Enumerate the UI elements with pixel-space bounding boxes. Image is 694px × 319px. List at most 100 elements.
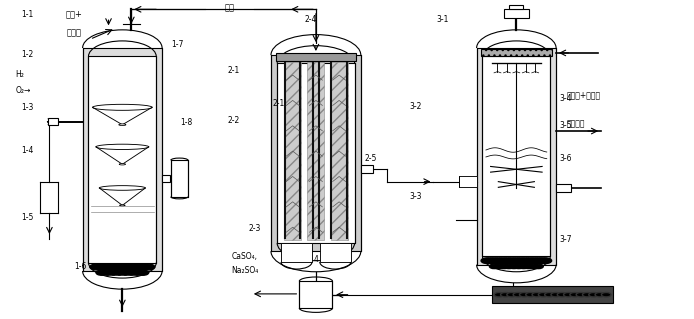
Text: 3-6: 3-6	[560, 154, 573, 163]
Circle shape	[551, 293, 561, 297]
Bar	[459, 176, 477, 187]
Text: 1-8: 1-8	[180, 118, 192, 127]
Circle shape	[101, 264, 113, 270]
Text: 1-6: 1-6	[75, 262, 87, 271]
Bar	[492, 286, 613, 303]
Circle shape	[595, 293, 604, 297]
Circle shape	[503, 258, 516, 263]
Bar	[361, 165, 373, 173]
Text: 1-5: 1-5	[22, 212, 34, 222]
Ellipse shape	[99, 186, 145, 190]
Bar	[277, 63, 355, 243]
Circle shape	[111, 264, 124, 270]
Text: 1-4: 1-4	[22, 146, 34, 155]
Circle shape	[102, 270, 113, 275]
Circle shape	[108, 270, 119, 275]
Text: 弱碱液+助晶剂: 弱碱液+助晶剂	[567, 91, 601, 100]
Bar	[330, 63, 348, 240]
Text: 3-7: 3-7	[560, 235, 573, 244]
Bar	[171, 160, 188, 197]
Circle shape	[534, 258, 547, 263]
Circle shape	[517, 258, 530, 263]
Circle shape	[500, 293, 510, 297]
Text: 2-1: 2-1	[228, 65, 240, 75]
Text: 2-3: 2-3	[248, 224, 261, 233]
Bar	[299, 281, 332, 308]
Bar	[307, 63, 324, 240]
Text: 2-1: 2-1	[273, 99, 285, 108]
Circle shape	[564, 293, 573, 297]
Text: 3-5: 3-5	[560, 121, 573, 130]
Circle shape	[490, 258, 502, 263]
Circle shape	[499, 264, 509, 269]
Bar	[477, 48, 556, 265]
Circle shape	[116, 264, 128, 270]
Text: 2-5: 2-5	[364, 154, 377, 163]
Circle shape	[526, 293, 535, 297]
Bar	[162, 175, 171, 182]
Bar	[48, 118, 58, 125]
Circle shape	[114, 270, 125, 275]
Circle shape	[126, 264, 139, 270]
Circle shape	[120, 270, 131, 275]
Circle shape	[105, 264, 118, 270]
Text: 1-2: 1-2	[22, 50, 34, 59]
Circle shape	[494, 293, 504, 297]
Circle shape	[137, 264, 150, 270]
Ellipse shape	[96, 144, 149, 150]
Text: 废气: 废气	[224, 3, 235, 12]
Bar	[504, 9, 529, 18]
Circle shape	[126, 270, 137, 275]
Circle shape	[481, 258, 493, 263]
Circle shape	[508, 258, 520, 263]
Text: 2-4: 2-4	[304, 15, 316, 24]
Circle shape	[90, 264, 102, 270]
Circle shape	[534, 264, 543, 269]
Circle shape	[602, 293, 611, 297]
Circle shape	[132, 270, 143, 275]
Circle shape	[495, 258, 507, 263]
Text: 1-1: 1-1	[22, 10, 34, 19]
Circle shape	[582, 293, 592, 297]
Circle shape	[486, 258, 498, 263]
Circle shape	[489, 264, 499, 269]
Circle shape	[539, 293, 548, 297]
Bar	[481, 49, 552, 56]
Bar	[88, 56, 156, 263]
Bar	[83, 48, 162, 271]
Bar	[482, 56, 550, 256]
Ellipse shape	[92, 104, 152, 110]
Circle shape	[512, 258, 525, 263]
Text: 4: 4	[314, 255, 319, 264]
Text: 助燃剂: 助燃剂	[67, 28, 81, 38]
Circle shape	[504, 264, 514, 269]
Text: 3-3: 3-3	[409, 192, 422, 201]
Bar	[281, 243, 312, 262]
Circle shape	[539, 258, 552, 263]
Text: 3-2: 3-2	[409, 102, 422, 111]
Circle shape	[545, 293, 555, 297]
Bar	[271, 55, 361, 251]
Text: O₂→: O₂→	[15, 86, 31, 95]
Circle shape	[132, 264, 144, 270]
Circle shape	[524, 264, 534, 269]
Ellipse shape	[119, 164, 126, 165]
Circle shape	[507, 293, 516, 297]
Bar	[556, 184, 571, 192]
Text: CaSO₄,: CaSO₄,	[232, 252, 257, 261]
Text: 3-1: 3-1	[437, 15, 448, 24]
Text: 1-3: 1-3	[22, 103, 34, 113]
Circle shape	[121, 264, 134, 270]
Circle shape	[529, 264, 539, 269]
Circle shape	[142, 264, 155, 270]
Circle shape	[137, 270, 149, 275]
Bar	[284, 63, 301, 240]
Text: 3-4: 3-4	[560, 94, 573, 103]
Circle shape	[526, 258, 539, 263]
Circle shape	[95, 264, 108, 270]
Text: 洁净气体: 洁净气体	[567, 119, 585, 128]
Circle shape	[532, 293, 542, 297]
Circle shape	[513, 293, 523, 297]
Circle shape	[96, 270, 107, 275]
Bar	[320, 243, 350, 262]
